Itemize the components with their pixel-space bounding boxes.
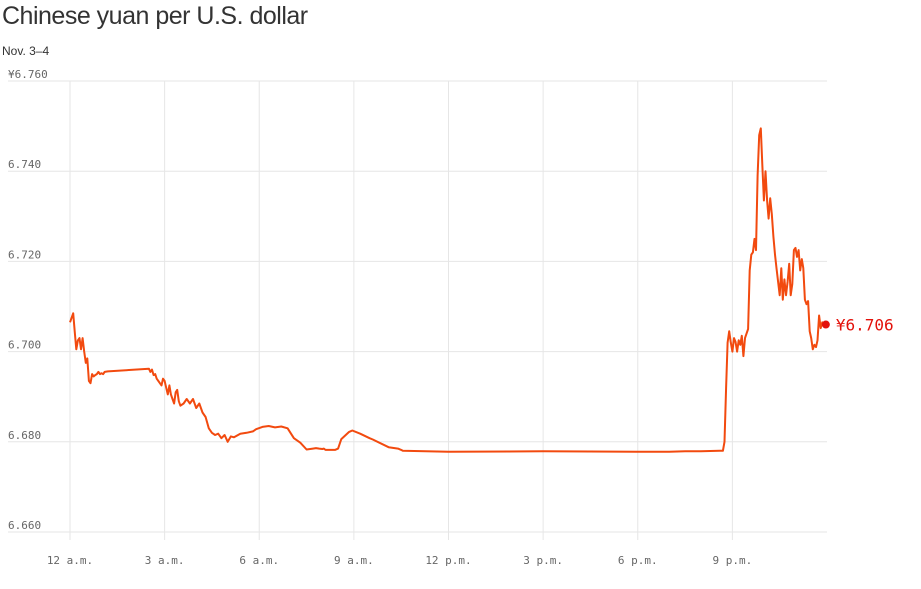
x-tick-label: 6 p.m. — [618, 554, 658, 567]
y-tick-label: 6.680 — [8, 429, 41, 442]
y-tick-label: 6.720 — [8, 248, 41, 261]
chart-title: Chinese yuan per U.S. dollar — [2, 2, 308, 30]
x-tick-label: 3 p.m. — [523, 554, 563, 567]
y-tick-labels: ¥6.760 6.740 6.720 6.700 6.680 6.660 — [8, 68, 48, 532]
y-tick-label: 6.700 — [8, 339, 41, 352]
x-tick-label: 6 a.m. — [239, 554, 279, 567]
series-line — [69, 127, 825, 453]
end-value-label: ¥6.706 — [836, 316, 894, 335]
chart-subtitle: Nov. 3–4 — [2, 44, 50, 58]
y-tick-label: 6.660 — [8, 519, 41, 532]
x-gridlines — [69, 81, 733, 540]
y-gridlines — [8, 80, 827, 533]
y-tick-label: 6.740 — [8, 158, 41, 171]
y-tick-label: ¥6.760 — [8, 68, 48, 81]
x-tick-label: 12 p.m. — [425, 554, 471, 567]
x-tick-label: 12 a.m. — [47, 554, 93, 567]
x-tick-label: 3 a.m. — [145, 554, 185, 567]
x-tick-labels: 12 a.m. 3 a.m. 6 a.m. 9 a.m. 12 p.m. 3 p.m. 6 … — [47, 554, 752, 567]
end-point-marker — [821, 320, 830, 329]
x-tick-label: 9 a.m. — [334, 554, 374, 567]
x-tick-label: 9 p.m. — [713, 554, 753, 567]
